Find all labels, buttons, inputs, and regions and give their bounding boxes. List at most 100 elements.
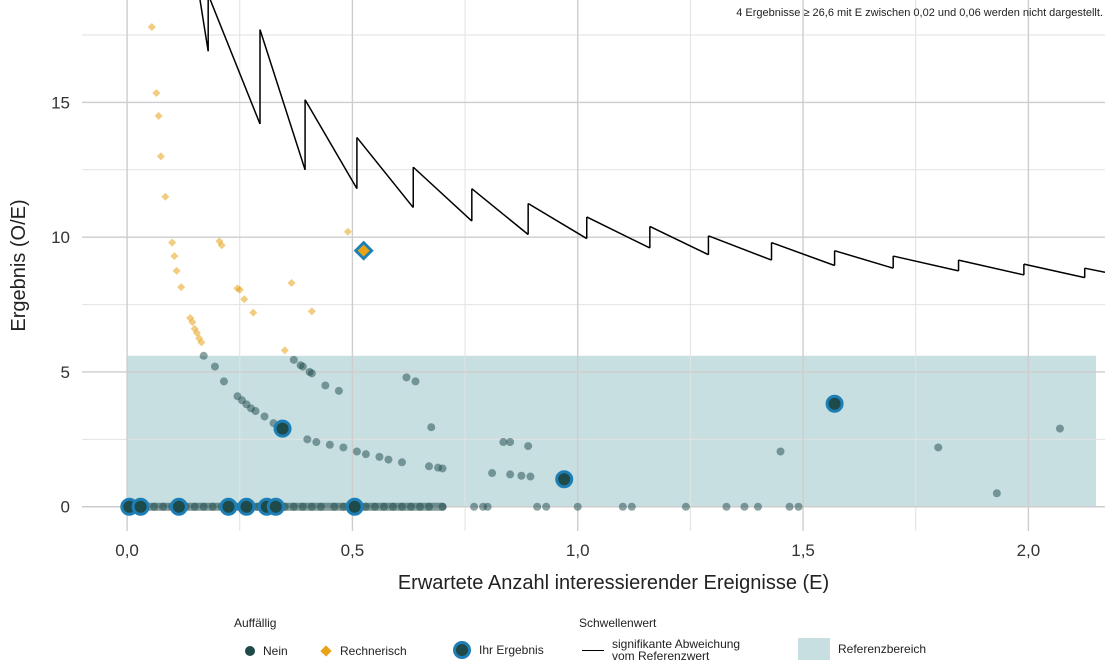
legend-item-referenzbereich: Referenzbereich <box>798 638 926 660</box>
rechnerisch-point <box>168 238 177 247</box>
nein-point <box>542 502 551 511</box>
nein-point <box>681 502 690 511</box>
reference-range <box>127 355 1096 507</box>
nein-point <box>307 369 316 378</box>
rechnerisch-point <box>152 88 161 97</box>
legend-title-schwellenwert: Schwellenwert <box>579 616 657 630</box>
threshold-segment <box>649 225 709 256</box>
nein-point <box>526 472 535 481</box>
x-tick-label: 0,5 <box>341 541 365 560</box>
nein-point <box>1055 424 1064 433</box>
x-tick-label: 1,5 <box>791 541 815 560</box>
threshold-segment <box>586 216 651 249</box>
legend: Auffällig Nein Rechnerisch Ihr Ergebnis … <box>0 612 1109 668</box>
nein-point <box>488 469 497 478</box>
nein-point <box>506 470 515 479</box>
nein-point <box>722 502 731 511</box>
grid-minor <box>82 0 1105 531</box>
nein-point <box>934 443 943 452</box>
threshold-line <box>199 0 1105 279</box>
y-tick-label: 5 <box>61 363 70 382</box>
ihr-ergebnis-point <box>345 497 364 516</box>
rechnerisch-point <box>172 266 181 275</box>
legend-item-threshold: signifikante Abweichung vom Referenzwert <box>582 638 740 662</box>
ihr-ergebnis-point <box>237 497 256 516</box>
threshold-segment <box>412 166 473 222</box>
nein-point <box>397 458 406 467</box>
nein-point <box>339 443 348 452</box>
nein-point <box>321 381 330 390</box>
legend-label-threshold-1: signifikante Abweichung <box>612 637 741 651</box>
nein-point <box>303 435 312 444</box>
nein-point <box>533 502 542 511</box>
nein-point <box>483 502 492 511</box>
y-tick-label: 10 <box>51 228 70 247</box>
nein-point <box>627 502 636 511</box>
threshold-segment <box>834 249 894 269</box>
legend-label-nein: Nein <box>263 644 288 658</box>
ihr-ergebnis-point <box>266 497 285 516</box>
threshold-segment <box>209 0 261 125</box>
nein-point <box>289 355 298 364</box>
rechnerisch-point <box>156 152 165 161</box>
ihr-ergebnis-point <box>131 497 150 516</box>
rechnerisch-point <box>280 346 289 355</box>
nein-point <box>375 452 384 461</box>
dot-icon <box>245 646 255 656</box>
nein-point <box>573 502 582 511</box>
nein-point <box>776 447 785 456</box>
legend-item-nein: Nein <box>245 644 288 658</box>
nein-point <box>427 423 436 432</box>
nein-point <box>740 502 749 511</box>
nein-point <box>425 462 434 471</box>
nein-point <box>785 502 794 511</box>
nein-point <box>219 377 228 386</box>
nein-point <box>618 502 627 511</box>
nein-point <box>298 362 307 371</box>
rechnerisch-point <box>249 308 258 317</box>
nein-point <box>312 438 321 447</box>
rechnerisch-point <box>170 252 179 261</box>
plot-area <box>120 0 1105 516</box>
nein-point <box>506 438 515 447</box>
nein-point <box>199 351 208 360</box>
series-rechnerisch <box>147 22 352 355</box>
nein-point <box>753 502 762 511</box>
nein-point <box>499 438 508 447</box>
nein-point <box>352 447 361 456</box>
nein-point <box>524 442 533 451</box>
threshold-segment <box>893 255 959 272</box>
scatter-chart: 0,0 0,5 1,0 1,5 2,0 0 5 10 15 Erwartete Anzahl in… <box>8 0 1105 594</box>
rechnerisch-point <box>147 22 156 31</box>
legend-label-ihr-ergebnis: Ihr Ergebnis <box>479 643 544 657</box>
threshold-segment <box>1023 263 1085 279</box>
x-axis-title: Erwartete Anzahl interessierender Ereign… <box>398 572 829 594</box>
threshold-segment <box>471 188 529 236</box>
nein-point <box>411 377 420 386</box>
nein-point <box>260 412 269 421</box>
nein-point <box>992 489 1001 498</box>
threshold-segment <box>527 202 588 240</box>
legend-label-referenzbereich: Referenzbereich <box>838 642 927 656</box>
rechnerisch-point <box>161 192 170 201</box>
rechnerisch-point <box>240 295 249 304</box>
ihr-ergebnis-point <box>555 470 574 489</box>
rechnerisch-point <box>197 338 206 347</box>
rechnerisch-point <box>235 285 244 294</box>
ihr-ergebnis-point <box>219 497 238 516</box>
rechnerisch-point <box>154 111 163 120</box>
ihr-ergebnis-point <box>169 497 188 516</box>
nein-point <box>210 362 219 371</box>
threshold-segment <box>304 99 358 190</box>
rechnerisch-point <box>307 307 316 316</box>
y-tick-label: 0 <box>61 498 70 517</box>
threshold-segment <box>199 0 209 52</box>
ring-icon <box>453 641 471 659</box>
reference-swatch-icon <box>798 638 830 660</box>
nein-point <box>470 502 479 511</box>
threshold-segment <box>1084 267 1105 273</box>
threshold-segment <box>708 235 772 261</box>
rechnerisch-point <box>177 283 186 292</box>
threshold-segment <box>356 136 414 209</box>
rechnerisch-point <box>343 227 352 236</box>
